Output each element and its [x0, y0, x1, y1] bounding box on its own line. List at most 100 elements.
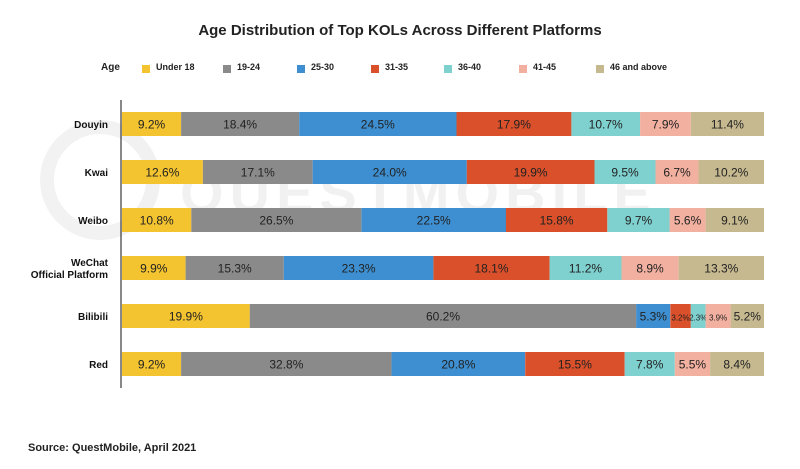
bar-segment-douyin-19-24: 18.4% [181, 112, 300, 136]
bar [433, 256, 550, 280]
bar-segment-bilibili-36-40: 2.3% [689, 304, 707, 328]
data-label: 17.1% [241, 166, 275, 180]
data-label: 24.5% [361, 118, 395, 132]
bar-segment-wechat-official-platform-46-and-above: 13.3% [678, 256, 764, 280]
bar [361, 208, 506, 232]
bar [698, 160, 764, 184]
bar-segment-kwai-36-40: 9.5% [594, 160, 656, 184]
data-label: 9.9% [140, 262, 168, 276]
data-label: 7.8% [636, 358, 664, 372]
data-label: 8.4% [723, 358, 751, 372]
source-note: Source: QuestMobile, April 2021 [28, 442, 197, 454]
bar-segment-kwai-46-and-above: 10.2% [698, 160, 764, 184]
bar [122, 304, 250, 328]
legend-swatch [371, 65, 379, 73]
bar-segment-wechat-official-platform-19-24: 15.3% [185, 256, 284, 280]
category-label-bilibili: Bilibili [78, 312, 108, 323]
legend-swatch [444, 65, 452, 73]
bar-segment-douyin-41-45: 7.9% [640, 112, 691, 136]
data-label: 7.9% [652, 118, 680, 132]
bar-segment-bilibili-under-18: 19.9% [122, 304, 250, 328]
data-label: 24.0% [373, 166, 407, 180]
legend-swatch [142, 65, 150, 73]
data-label: 5.5% [679, 358, 707, 372]
bar [674, 352, 711, 376]
bar-segment-red-25-30: 20.8% [391, 352, 526, 376]
bar [283, 256, 434, 280]
legend-label: 46 and above [610, 62, 668, 72]
category-label-weibo: Weibo [78, 216, 108, 227]
bar-segment-douyin-under-18: 9.2% [122, 112, 182, 136]
bar-segment-bilibili-46-and-above: 5.2% [730, 304, 764, 328]
data-label: 10.2% [714, 166, 748, 180]
bar-segment-kwai-under-18: 12.6% [122, 160, 203, 184]
bar-segment-bilibili-19-24: 60.2% [249, 304, 637, 328]
data-label: 23.3% [342, 262, 376, 276]
bar-segment-red-36-40: 7.8% [624, 352, 675, 376]
bar [391, 352, 526, 376]
bar-segment-wechat-official-platform-41-45: 8.9% [621, 256, 679, 280]
data-label: 17.9% [497, 118, 531, 132]
data-label: 10.8% [140, 214, 174, 228]
data-label: 26.5% [259, 214, 293, 228]
bar-segment-bilibili-41-45: 3.9% [705, 304, 731, 328]
data-label: 12.6% [145, 166, 179, 180]
bar [191, 208, 362, 232]
bar [690, 304, 706, 328]
data-label: 15.3% [218, 262, 252, 276]
bar [640, 112, 691, 136]
bar [670, 304, 691, 328]
bar-segment-kwai-25-30: 24.0% [312, 160, 467, 184]
bar-segment-kwai-31-35: 19.9% [466, 160, 595, 184]
bar [678, 256, 764, 280]
bar-segment-kwai-19-24: 17.1% [202, 160, 313, 184]
legend-swatch [596, 65, 604, 73]
data-label: 9.5% [611, 166, 639, 180]
bar [505, 208, 608, 232]
data-label: 6.7% [663, 166, 691, 180]
bar-segment-douyin-46-and-above: 11.4% [690, 112, 764, 136]
legend-title: Age [101, 62, 120, 73]
bar [185, 256, 284, 280]
bar-segment-weibo-25-30: 22.5% [361, 208, 506, 232]
bar [621, 256, 679, 280]
bar [594, 160, 656, 184]
bar-segment-wechat-official-platform-under-18: 9.9% [122, 256, 186, 280]
category-label-wechat-official-platform: WeChat Official Platform [31, 258, 109, 281]
data-label: 9.2% [138, 358, 166, 372]
bar [122, 208, 192, 232]
bar [466, 160, 595, 184]
data-label: 32.8% [269, 358, 303, 372]
data-label: 3.2% [671, 314, 689, 323]
bar [607, 208, 670, 232]
bar [669, 208, 706, 232]
bar-segment-red-41-45: 5.5% [674, 352, 711, 376]
bar-segment-douyin-36-40: 10.7% [571, 112, 641, 136]
data-label: 19.9% [169, 310, 203, 324]
data-label: 5.6% [674, 214, 702, 228]
bar [549, 256, 622, 280]
data-label: 2.3% [689, 314, 707, 323]
bar-segment-wechat-official-platform-31-35: 18.1% [433, 256, 550, 280]
bar [705, 304, 731, 328]
bar-segment-red-31-35: 15.5% [525, 352, 625, 376]
data-label: 5.2% [734, 310, 762, 324]
legend-label: 36-40 [458, 62, 482, 72]
bar-segment-red-19-24: 32.8% [181, 352, 392, 376]
data-label: 8.9% [636, 262, 664, 276]
bar [122, 112, 182, 136]
bar [202, 160, 313, 184]
legend-label: 41-45 [533, 62, 557, 72]
legend: Age Under 18 19-24 25-30 31-35 36-40 41-45 46 … [0, 60, 800, 80]
bar-segment-douyin-31-35: 17.9% [456, 112, 572, 136]
data-label: 3.9% [709, 314, 727, 323]
chart-title: Age Distribution of Top KOLs Across Diff… [198, 22, 602, 39]
data-label: 13.3% [704, 262, 738, 276]
bar-segment-wechat-official-platform-25-30: 23.3% [283, 256, 434, 280]
bar-segment-bilibili-25-30: 5.3% [636, 304, 671, 328]
bar-segment-weibo-under-18: 10.8% [122, 208, 192, 232]
category-label-red: Red [89, 360, 108, 371]
bar [312, 160, 467, 184]
data-label: 9.1% [721, 214, 749, 228]
